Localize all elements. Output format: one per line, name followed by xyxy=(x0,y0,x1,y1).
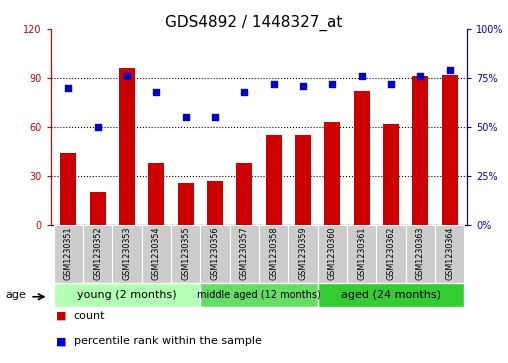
Bar xyxy=(435,225,464,283)
Text: GSM1230353: GSM1230353 xyxy=(122,227,132,280)
Text: middle aged (12 months): middle aged (12 months) xyxy=(197,290,321,300)
Bar xyxy=(289,225,318,283)
Point xyxy=(211,114,219,120)
Point xyxy=(328,81,336,87)
Bar xyxy=(201,225,230,283)
Text: GSM1230355: GSM1230355 xyxy=(181,227,190,281)
Bar xyxy=(383,124,399,225)
Text: ■: ■ xyxy=(56,336,67,346)
Bar xyxy=(201,283,318,307)
Point xyxy=(299,83,307,89)
Point xyxy=(93,124,102,130)
Bar xyxy=(324,122,340,225)
Point xyxy=(182,114,190,120)
Point xyxy=(358,73,366,79)
Bar xyxy=(178,183,194,225)
Text: GSM1230359: GSM1230359 xyxy=(299,227,307,281)
Text: GSM1230354: GSM1230354 xyxy=(152,227,161,280)
Text: GSM1230360: GSM1230360 xyxy=(328,227,337,280)
Bar xyxy=(83,225,112,283)
Bar xyxy=(54,225,83,283)
Bar xyxy=(376,225,406,283)
Text: age: age xyxy=(5,290,26,300)
Point xyxy=(417,73,425,79)
Text: count: count xyxy=(74,311,105,321)
Bar xyxy=(112,225,142,283)
Bar xyxy=(318,225,347,283)
Bar xyxy=(142,225,171,283)
Bar xyxy=(354,91,370,225)
Bar xyxy=(412,76,428,225)
Bar xyxy=(171,225,201,283)
Point xyxy=(446,67,454,73)
Text: GSM1230363: GSM1230363 xyxy=(416,227,425,280)
Point xyxy=(65,85,73,91)
Bar xyxy=(148,163,165,225)
Bar xyxy=(441,75,458,225)
Bar xyxy=(347,225,376,283)
Text: aged (24 months): aged (24 months) xyxy=(341,290,441,300)
Bar xyxy=(60,153,77,225)
Bar xyxy=(236,163,252,225)
Point xyxy=(270,81,278,87)
Point xyxy=(387,81,395,87)
Bar xyxy=(90,192,106,225)
Bar xyxy=(295,135,311,225)
Bar xyxy=(318,283,464,307)
Text: GSM1230362: GSM1230362 xyxy=(387,227,396,280)
Text: GSM1230356: GSM1230356 xyxy=(211,227,219,280)
Text: GSM1230351: GSM1230351 xyxy=(64,227,73,280)
Bar xyxy=(119,68,135,225)
Bar xyxy=(207,181,223,225)
Text: GSM1230364: GSM1230364 xyxy=(445,227,454,280)
Point xyxy=(240,89,248,95)
Point xyxy=(152,89,161,95)
Text: GDS4892 / 1448327_at: GDS4892 / 1448327_at xyxy=(165,15,343,31)
Bar xyxy=(54,283,201,307)
Point xyxy=(123,73,131,79)
Text: GSM1230357: GSM1230357 xyxy=(240,227,249,281)
Text: percentile rank within the sample: percentile rank within the sample xyxy=(74,336,262,346)
Bar xyxy=(259,225,289,283)
Text: GSM1230358: GSM1230358 xyxy=(269,227,278,280)
Text: young (2 months): young (2 months) xyxy=(77,290,177,300)
Text: ■: ■ xyxy=(56,311,67,321)
Bar xyxy=(266,135,282,225)
Text: GSM1230361: GSM1230361 xyxy=(357,227,366,280)
Bar xyxy=(406,225,435,283)
Text: GSM1230352: GSM1230352 xyxy=(93,227,102,281)
Bar xyxy=(230,225,259,283)
